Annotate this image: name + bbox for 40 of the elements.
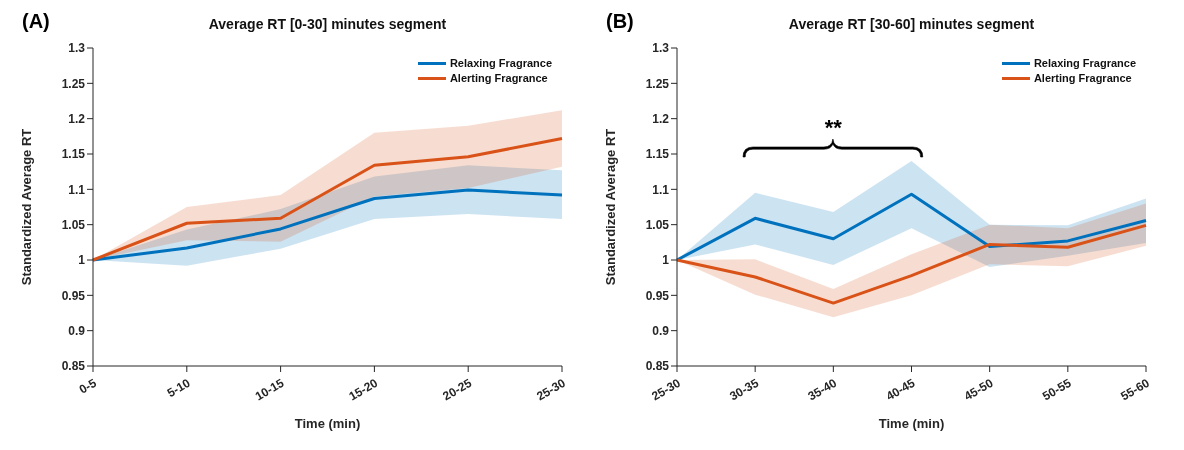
annotation: ** [823,114,843,141]
y-tick-label: 1.1 [68,182,86,197]
line-series [91,136,564,262]
legend-label: Relaxing Fragrance [449,56,552,71]
y-tick-label: 0.95 [645,288,670,303]
legend-label: Alerting Fragrance [1033,71,1132,86]
y-tick-label: 0.85 [645,359,670,374]
y-tick-label: 1.2 [652,111,670,126]
y-tick-label: 1.15 [61,147,86,162]
y-axis-title: Standardized Average RT [602,128,618,286]
y-tick-label: 1.25 [645,76,670,91]
y-tick-label: 0.9 [68,323,86,338]
text: (A) [22,10,50,33]
x-axis-title: Time (min) [878,416,945,431]
y-tick-label: 1 [78,253,86,268]
y-tick-label: 1.3 [652,41,670,56]
y-tick-label: 1.25 [61,76,86,91]
y-tick-label: 1.1 [652,182,670,197]
x-tick-label: 45-50 [961,375,996,404]
y-tick-label: 1 [662,253,670,268]
x-tick-label: 5-10 [164,375,193,400]
y-tick-label: 1.15 [645,147,670,162]
legend-label: Relaxing Fragrance [1033,56,1136,71]
y-tick-label: 1.05 [645,217,670,232]
y-tick-label: 1.3 [68,41,86,56]
x-tick-label: 0-5 [76,375,100,397]
x-tick-label: 40-45 [883,375,918,404]
y-tick-label: 1.2 [68,111,86,126]
y-tick-label: 0.95 [61,288,86,303]
chart-title: Average RT [0-30] minutes segment [207,16,448,32]
y-tick-label: 0.9 [652,323,670,338]
text: (B) [606,10,634,33]
y-tick-label: 1.05 [61,217,86,232]
x-axis-title: Time (min) [294,416,361,431]
line-series [675,192,1148,262]
line-series [675,223,1148,305]
y-tick-label: 0.85 [61,359,86,374]
y-axis-title: Standardized Average RT [18,128,34,286]
chart-title: Average RT [30-60] minutes segment [787,16,1036,32]
legend-label: Alerting Fragrance [449,71,548,86]
